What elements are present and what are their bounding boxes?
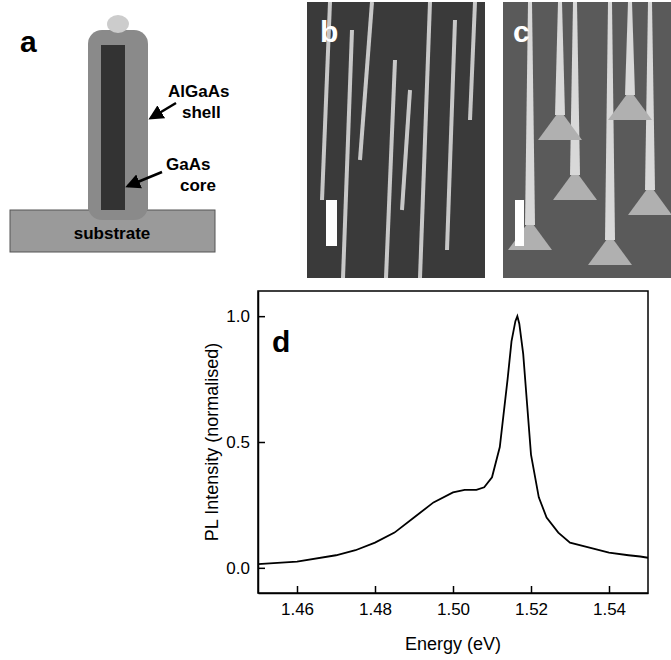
- nanowire: [343, 30, 352, 278]
- figure: substrateAlGaAsshellGaAscoreabc1.461.481…: [0, 0, 671, 660]
- nanowire: [386, 60, 395, 278]
- tick-mark: [375, 586, 377, 593]
- shell: [88, 30, 148, 220]
- tick-label: 1.52: [515, 600, 548, 619]
- shell-label: AlGaAsshell: [168, 82, 229, 122]
- nanowire: [447, 20, 455, 250]
- chart: 1.46 1.48 1.50 1.52 1.54 0.0 0.5 1.0 Energy (eV)…: [202, 291, 649, 654]
- sem-image-b: b: [307, 2, 485, 278]
- tick-label: 0.5: [226, 433, 250, 452]
- tick-mark: [258, 568, 265, 570]
- tick-mark: [258, 316, 265, 318]
- panel-label: a: [20, 25, 37, 58]
- plot-area: [258, 316, 648, 564]
- nanowire: [570, 2, 580, 175]
- core-label: GaAscore: [166, 155, 216, 195]
- nanowire: [360, 2, 372, 160]
- plot-frame: [258, 291, 648, 593]
- nanowire: [402, 90, 410, 210]
- tick-label: 1.54: [593, 600, 626, 619]
- catalyst: [107, 15, 129, 33]
- tick: 1.0: [226, 307, 265, 326]
- tick-mark: [297, 586, 299, 593]
- image-background: [307, 2, 485, 278]
- nanowire: [555, 2, 565, 115]
- tick-mark: [258, 442, 265, 444]
- tick-mark: [453, 586, 455, 593]
- core: [101, 45, 125, 210]
- tick-label: 1.48: [359, 600, 392, 619]
- tick: 1.52: [515, 586, 548, 619]
- tick: 1.46: [281, 586, 314, 619]
- image-background: [503, 2, 671, 278]
- tick-mark: [609, 586, 611, 593]
- schematic: substrate AlGaAsshell GaAscore a: [10, 15, 229, 252]
- tick-label: 1.50: [437, 600, 470, 619]
- nanowire: [420, 2, 430, 278]
- sem-image-c: c: [503, 2, 671, 278]
- tick: 0.5: [226, 433, 265, 452]
- tick-mark: [531, 586, 533, 593]
- panel-label: c: [513, 15, 530, 48]
- substrate-label: substrate: [74, 224, 151, 243]
- arrow: [128, 172, 162, 186]
- scale-bar: [515, 200, 524, 246]
- tick: 1.48: [359, 586, 392, 619]
- x-axis: 1.46 1.48 1.50 1.52 1.54: [259, 586, 649, 619]
- tick-label: 1.0: [226, 307, 250, 326]
- spectrum-line: [258, 316, 648, 564]
- y-axis-title: PL Intensity (normalised): [202, 343, 222, 541]
- tick-label: 0.0: [226, 559, 250, 578]
- nanowire: [605, 2, 615, 240]
- nanowire: [645, 2, 655, 190]
- nanowire: [470, 2, 475, 120]
- scale-bar: [326, 200, 337, 246]
- x-axis-title: Energy (eV): [405, 634, 501, 654]
- nanowire: [625, 2, 635, 95]
- arrow: [151, 103, 176, 118]
- tick: 0.0: [226, 559, 265, 578]
- tick-label: 1.46: [281, 600, 314, 619]
- tick: 1.54: [593, 586, 626, 619]
- tick: 1.50: [437, 586, 470, 619]
- panel-label: b: [320, 15, 338, 48]
- y-axis: 0.0 0.5 1.0: [226, 292, 265, 594]
- panel-label: d: [272, 325, 290, 358]
